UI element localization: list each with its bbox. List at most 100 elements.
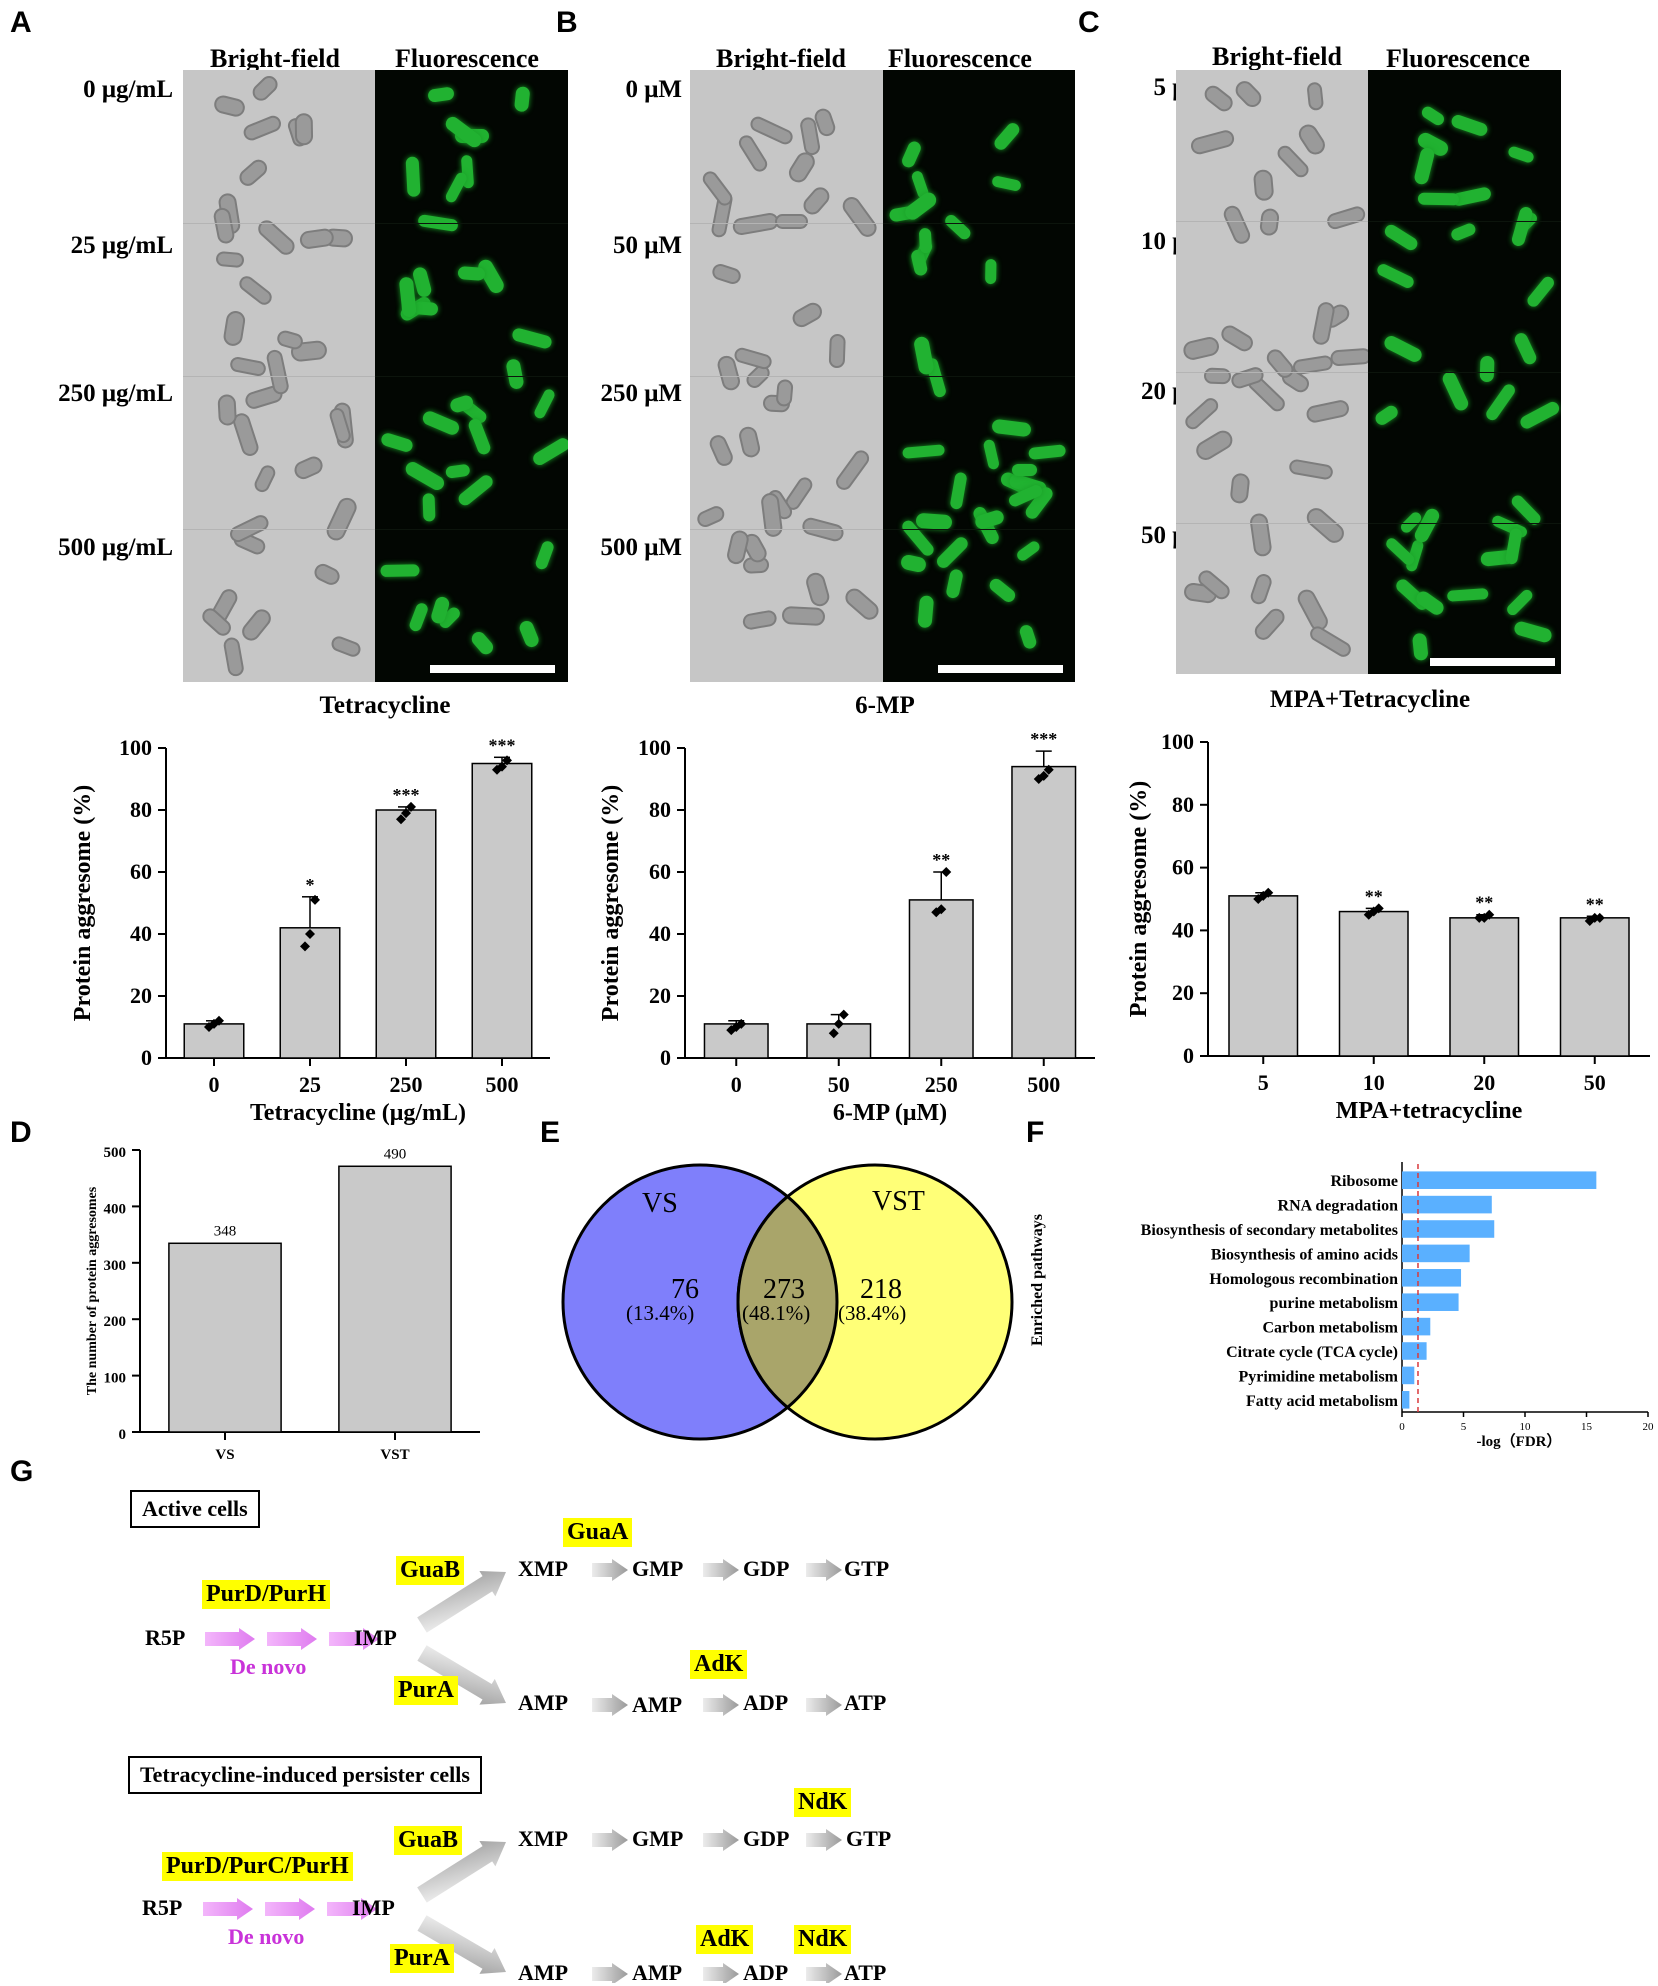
- caption-mpa-tetracycline: MPA+Tetracycline: [1269, 686, 1471, 713]
- significance-marker: *: [306, 875, 315, 895]
- bar: [471, 762, 533, 1059]
- image-row-divider: [1176, 221, 1368, 222]
- venn-count-vs: 76: [671, 1274, 699, 1305]
- pathway-arrow: [703, 1559, 739, 1581]
- denovo-arrow: [265, 1898, 315, 1920]
- active-pura: PurA: [394, 1676, 458, 1705]
- data-point: [214, 1015, 224, 1026]
- brightfield-image-c: [1176, 70, 1368, 674]
- pathway-enrichment-chart-f: Ribosome RNA degradation Biosynthesis of s…: [1029, 1162, 1655, 1450]
- x-axis-label: 6-MP (μM): [833, 1100, 947, 1126]
- y-axis-label: Protein aggresome (%): [598, 785, 624, 1021]
- y-tick-label: 100: [104, 1371, 127, 1387]
- denovo-arrow: [329, 1628, 379, 1650]
- data-point: [497, 761, 507, 772]
- branch-arrow-down-shape: [417, 1915, 506, 1974]
- persister-adk: AdK: [696, 1925, 754, 1954]
- x-tick-label: 20: [1643, 1421, 1655, 1433]
- y-tick-label: 100: [119, 735, 152, 760]
- fluorescent-cell: [1012, 464, 1038, 476]
- y-tick-label: 20: [1172, 980, 1194, 1005]
- y-tick-label: 40: [1172, 917, 1194, 942]
- significance-marker: ***: [1030, 729, 1057, 749]
- y-tick-label: 400: [104, 1201, 127, 1217]
- col-header-brightfield-a: Bright-field: [210, 44, 340, 73]
- persister-xmp: XMP: [518, 1826, 569, 1851]
- persister-gmp: GMP: [632, 1826, 684, 1851]
- panel-label-d: D: [10, 1116, 32, 1149]
- x-tick-label: 0: [1399, 1421, 1405, 1433]
- denovo-arrow: [267, 1628, 317, 1650]
- active-guab: GuaB: [396, 1556, 465, 1585]
- y-tick-label: 500: [104, 1145, 127, 1161]
- pathway-arrow: [806, 1694, 842, 1716]
- venn-pct-vs: (13.4%): [626, 1301, 694, 1325]
- y-tick-label: 0: [1183, 1043, 1194, 1068]
- bar: [1228, 895, 1299, 1057]
- data-point: [1594, 912, 1605, 923]
- significance-marker: ***: [393, 785, 420, 805]
- caption-tetracycline: Tetracycline: [319, 692, 451, 719]
- venn-pct-vst: (38.4%): [838, 1301, 906, 1325]
- category-label: purine metabolism: [1270, 1295, 1399, 1312]
- venn-label-vst: VST: [872, 1186, 925, 1217]
- panel-label-c: C: [1078, 6, 1100, 39]
- category-label: Biosynthesis of secondary metabolites: [1141, 1222, 1398, 1239]
- x-tick-label: 50: [1584, 1070, 1606, 1095]
- active-atp: ATP: [844, 1690, 887, 1715]
- data-point: [300, 941, 310, 952]
- x-tick-label: 50: [828, 1072, 850, 1097]
- image-row-divider: [883, 376, 1075, 377]
- bar: [375, 809, 437, 1059]
- data-point: [828, 1028, 839, 1039]
- active-imp: IMP: [354, 1625, 397, 1650]
- denovo-arrow: [205, 1628, 255, 1650]
- denovo-arrow: [327, 1898, 377, 1920]
- y-tick-label: 0: [660, 1045, 671, 1070]
- pathway-arrow: [703, 1963, 739, 1983]
- active-guaa: GuaA: [563, 1518, 633, 1547]
- bar-chart-b: 0 20 40 60 80 100 0 50 250 ** 500 *** 6-MP (μM) Prote…: [598, 729, 1095, 1126]
- data-point: [736, 1018, 747, 1029]
- active-gmp: GMP: [632, 1556, 684, 1581]
- x-tick-label: 10: [1363, 1070, 1385, 1095]
- x-tick-label: 250: [390, 1072, 423, 1097]
- data-point: [396, 814, 406, 825]
- bar-chart-d: 0 100 200 300 400 500 VS 348 VST 490 The number of…: [85, 1145, 480, 1463]
- data-point: [310, 894, 320, 905]
- y-tick-label: 20: [649, 983, 671, 1008]
- data-point: [1584, 915, 1595, 926]
- persister-guab: GuaB: [394, 1826, 463, 1855]
- significance-marker: **: [1586, 894, 1604, 914]
- bar: [1402, 1195, 1492, 1214]
- panel-label-e: E: [540, 1116, 561, 1149]
- row-label-b-0: 0 μM: [625, 76, 682, 103]
- x-tick-label: 5: [1461, 1421, 1467, 1433]
- scale-bar: [1430, 658, 1555, 666]
- data-point: [941, 867, 952, 877]
- persister-ndk-top: NdK: [794, 1788, 852, 1817]
- x-tick-label: 0: [731, 1072, 742, 1097]
- active-de-novo: De novo: [230, 1654, 307, 1679]
- persister-atp: ATP: [844, 1960, 887, 1985]
- pathway-arrow: [806, 1829, 842, 1851]
- persister-de-novo: De novo: [228, 1924, 305, 1949]
- y-tick-label: 80: [649, 797, 671, 822]
- image-row-divider: [183, 223, 375, 224]
- active-gdp: GDP: [743, 1556, 790, 1581]
- persister-cells-box: Tetracycline-induced persister cells: [128, 1756, 482, 1794]
- data-point: [1484, 909, 1495, 920]
- category-label: Fatty acid metabolism: [1246, 1393, 1399, 1410]
- fluorescence-image-a: [375, 70, 568, 682]
- persister-ndk-bottom: NdK: [794, 1925, 852, 1954]
- persister-amp-2: AMP: [632, 1960, 683, 1985]
- row-label-b-3: 500 μM: [600, 534, 682, 561]
- category-label: Biosynthesis of amino acids: [1211, 1246, 1398, 1263]
- pathway-arrow: [703, 1694, 739, 1716]
- image-row-divider: [690, 223, 883, 224]
- x-tick-label: VST: [380, 1447, 409, 1463]
- bar-chart-c: 0 20 40 60 80 100 5 10 ** 20 ** 50 ** MPA+tetracyclin…: [1126, 729, 1650, 1124]
- venn-pct-overlap: (48.1%): [742, 1301, 810, 1325]
- significance-marker: **: [1365, 886, 1383, 906]
